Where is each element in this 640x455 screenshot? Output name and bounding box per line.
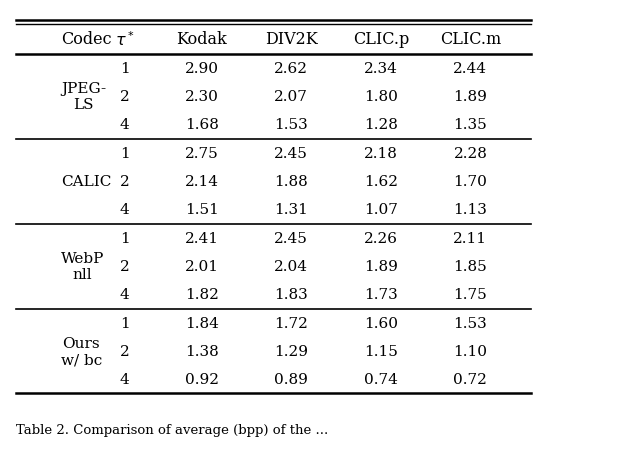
Text: 2.14: 2.14	[184, 175, 219, 189]
Text: 1.89: 1.89	[364, 259, 397, 273]
Text: 1.68: 1.68	[185, 118, 218, 132]
Text: 1.84: 1.84	[185, 316, 218, 330]
Text: 0.92: 0.92	[184, 373, 219, 386]
Text: Ours
w/ bc: Ours w/ bc	[61, 336, 102, 366]
Text: 0.74: 0.74	[364, 373, 397, 386]
Text: 1.62: 1.62	[364, 175, 398, 189]
Text: 1.13: 1.13	[454, 203, 487, 217]
Text: 1.73: 1.73	[364, 288, 397, 302]
Text: 2.41: 2.41	[184, 231, 219, 245]
Text: 1.88: 1.88	[275, 175, 308, 189]
Text: 1.53: 1.53	[454, 316, 487, 330]
Text: 1.10: 1.10	[453, 344, 488, 358]
Text: DIV2K: DIV2K	[265, 31, 317, 48]
Text: Kodak: Kodak	[176, 31, 227, 48]
Text: 4: 4	[120, 118, 130, 132]
Text: 2: 2	[120, 344, 130, 358]
Text: 1: 1	[120, 147, 130, 161]
Text: 4: 4	[120, 288, 130, 302]
Text: 2.45: 2.45	[275, 231, 308, 245]
Text: 1.89: 1.89	[454, 90, 487, 104]
Text: 1.07: 1.07	[364, 203, 397, 217]
Text: 2: 2	[120, 259, 130, 273]
Text: Table 2. Comparison of average (bpp) of the ...: Table 2. Comparison of average (bpp) of …	[16, 424, 328, 436]
Text: 1.28: 1.28	[364, 118, 397, 132]
Text: 1.51: 1.51	[185, 203, 218, 217]
Text: 2: 2	[120, 90, 130, 104]
Text: 1.80: 1.80	[364, 90, 397, 104]
Text: 2.28: 2.28	[454, 147, 487, 161]
Text: 0.89: 0.89	[275, 373, 308, 386]
Text: 1: 1	[120, 316, 130, 330]
Text: 2.75: 2.75	[185, 147, 218, 161]
Text: CLIC.m: CLIC.m	[440, 31, 501, 48]
Text: 1.35: 1.35	[454, 118, 487, 132]
Text: JPEG-
LS: JPEG- LS	[61, 82, 106, 112]
Text: 2.07: 2.07	[275, 90, 308, 104]
Text: CALIC: CALIC	[61, 175, 111, 189]
Text: $\tau^*$: $\tau^*$	[115, 30, 134, 49]
Text: 2.18: 2.18	[364, 147, 397, 161]
Text: 1.15: 1.15	[364, 344, 397, 358]
Text: 1.72: 1.72	[275, 316, 308, 330]
Text: 1.38: 1.38	[185, 344, 218, 358]
Text: 1.29: 1.29	[274, 344, 308, 358]
Text: 1.83: 1.83	[275, 288, 308, 302]
Text: 4: 4	[120, 373, 130, 386]
Text: 2.01: 2.01	[184, 259, 219, 273]
Text: Codec: Codec	[61, 31, 111, 48]
Text: 2.34: 2.34	[364, 62, 397, 76]
Text: WebP
nll: WebP nll	[61, 252, 104, 282]
Text: 1.53: 1.53	[275, 118, 308, 132]
Text: 1.75: 1.75	[454, 288, 487, 302]
Text: 1.82: 1.82	[185, 288, 218, 302]
Text: 2.26: 2.26	[364, 231, 398, 245]
Text: 2: 2	[120, 175, 130, 189]
Text: 1.60: 1.60	[364, 316, 398, 330]
Text: 1.85: 1.85	[454, 259, 487, 273]
Text: 2.62: 2.62	[274, 62, 308, 76]
Text: 1: 1	[120, 231, 130, 245]
Text: 1: 1	[120, 62, 130, 76]
Text: 2.11: 2.11	[453, 231, 488, 245]
Text: CLIC.p: CLIC.p	[353, 31, 409, 48]
Text: 1.31: 1.31	[275, 203, 308, 217]
Text: 2.04: 2.04	[274, 259, 308, 273]
Text: 0.72: 0.72	[454, 373, 487, 386]
Text: 1.70: 1.70	[454, 175, 487, 189]
Text: 4: 4	[120, 203, 130, 217]
Text: 2.90: 2.90	[184, 62, 219, 76]
Text: 2.44: 2.44	[453, 62, 488, 76]
Text: 2.30: 2.30	[185, 90, 218, 104]
Text: 2.45: 2.45	[275, 147, 308, 161]
